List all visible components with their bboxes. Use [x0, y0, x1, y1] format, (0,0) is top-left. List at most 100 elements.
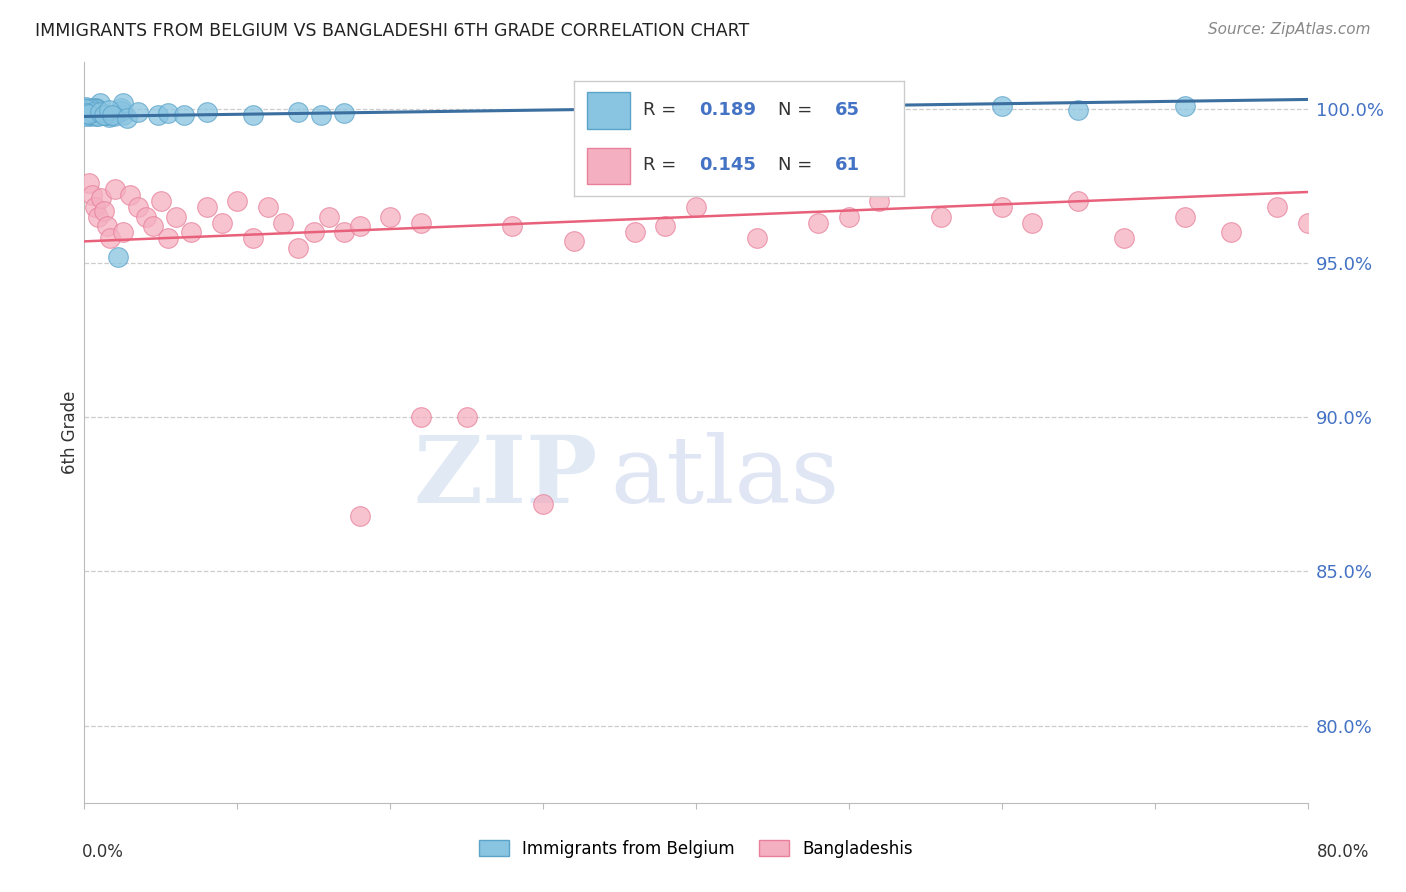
- Point: [107, 250, 129, 264]
- Point: [1174, 98, 1197, 112]
- Point: [111, 107, 134, 121]
- Point: [111, 95, 134, 110]
- Point: [76, 104, 98, 119]
- Point: [96, 108, 118, 122]
- Point: [1067, 103, 1090, 118]
- Point: [75, 102, 97, 116]
- Point: [333, 225, 356, 239]
- Point: [79, 106, 101, 120]
- Point: [93, 108, 115, 122]
- Point: [127, 104, 149, 119]
- Point: [195, 104, 218, 119]
- Point: [226, 194, 249, 209]
- Point: [157, 231, 180, 245]
- Point: [93, 203, 115, 218]
- Point: [96, 219, 118, 233]
- Point: [89, 96, 111, 111]
- Point: [929, 210, 952, 224]
- Point: [211, 216, 233, 230]
- Point: [257, 201, 280, 215]
- Point: [77, 106, 100, 120]
- Point: [82, 104, 104, 119]
- Point: [562, 235, 585, 249]
- Point: [75, 109, 97, 123]
- Point: [142, 219, 165, 233]
- Point: [157, 106, 180, 120]
- Point: [502, 219, 524, 233]
- Point: [149, 194, 172, 209]
- Point: [79, 109, 101, 123]
- Point: [165, 210, 187, 224]
- Legend: Immigrants from Belgium, Bangladeshis: Immigrants from Belgium, Bangladeshis: [472, 833, 920, 865]
- Point: [90, 191, 112, 205]
- Point: [807, 100, 830, 114]
- Point: [127, 201, 149, 215]
- Point: [349, 508, 371, 523]
- Point: [991, 201, 1014, 215]
- Point: [84, 103, 107, 117]
- Point: [80, 105, 103, 120]
- Point: [103, 110, 125, 124]
- Point: [75, 108, 97, 122]
- Point: [242, 231, 264, 245]
- Point: [409, 216, 432, 230]
- Point: [1021, 216, 1043, 230]
- Y-axis label: 6th Grade: 6th Grade: [60, 391, 79, 475]
- Point: [89, 106, 111, 120]
- Point: [87, 109, 110, 123]
- Point: [84, 102, 107, 116]
- Point: [76, 103, 98, 117]
- Text: 0.0%: 0.0%: [82, 843, 124, 861]
- Point: [75, 104, 97, 119]
- Point: [93, 108, 115, 122]
- Point: [75, 106, 97, 120]
- Point: [115, 111, 138, 125]
- Point: [80, 188, 103, 202]
- Point: [98, 231, 121, 245]
- Point: [271, 216, 294, 230]
- Point: [1296, 216, 1319, 230]
- Point: [80, 101, 103, 115]
- Point: [747, 231, 769, 245]
- Point: [111, 225, 134, 239]
- Point: [838, 210, 860, 224]
- Point: [75, 100, 97, 114]
- Point: [1067, 194, 1090, 209]
- Point: [869, 103, 891, 118]
- Point: [146, 108, 169, 122]
- Point: [349, 219, 371, 233]
- Point: [333, 106, 356, 120]
- Point: [75, 102, 97, 116]
- Text: atlas: atlas: [610, 432, 839, 522]
- Point: [82, 103, 104, 118]
- Point: [77, 102, 100, 116]
- Point: [1220, 225, 1243, 239]
- Point: [1265, 201, 1288, 215]
- Point: [311, 108, 333, 122]
- Point: [77, 105, 100, 120]
- Point: [1174, 210, 1197, 224]
- Point: [110, 102, 132, 116]
- Point: [173, 108, 195, 122]
- Text: 80.0%: 80.0%: [1316, 843, 1369, 861]
- Point: [101, 108, 124, 122]
- Point: [97, 103, 120, 118]
- Point: [77, 106, 100, 120]
- Point: [84, 101, 107, 115]
- Point: [409, 410, 432, 425]
- Point: [87, 210, 110, 224]
- Point: [242, 108, 264, 122]
- Point: [380, 210, 402, 224]
- Point: [180, 225, 202, 239]
- Point: [84, 110, 107, 124]
- Point: [77, 176, 100, 190]
- Point: [84, 201, 107, 215]
- Point: [287, 104, 309, 119]
- Point: [318, 210, 340, 224]
- Point: [76, 102, 98, 116]
- Point: [807, 216, 830, 230]
- Point: [456, 410, 478, 425]
- Point: [75, 105, 97, 120]
- Text: IMMIGRANTS FROM BELGIUM VS BANGLADESHI 6TH GRADE CORRELATION CHART: IMMIGRANTS FROM BELGIUM VS BANGLADESHI 6…: [35, 22, 749, 40]
- Text: Source: ZipAtlas.com: Source: ZipAtlas.com: [1208, 22, 1371, 37]
